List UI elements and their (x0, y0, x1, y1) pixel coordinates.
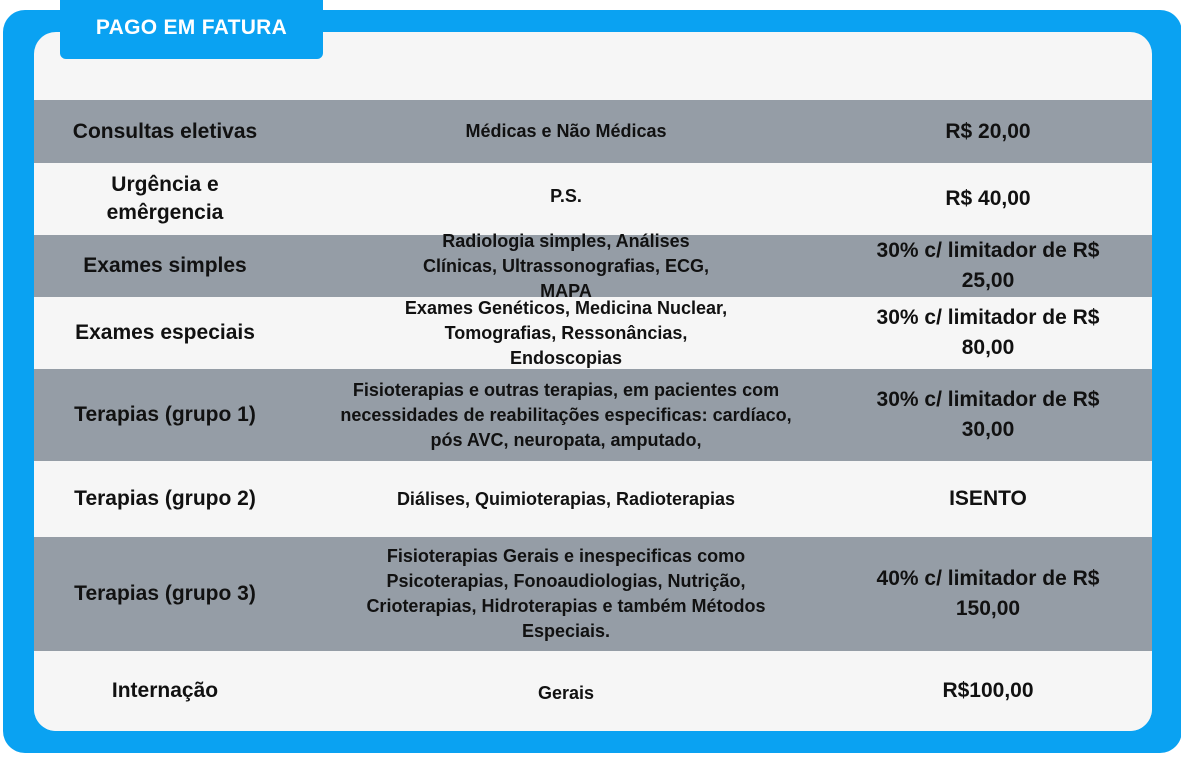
row-description: Gerais (537, 682, 595, 703)
row-description: Médicas e Não Médicas (465, 121, 667, 141)
table-row: Terapias (grupo 2) Diálises, Quimioterap… (34, 461, 1152, 537)
row-value: R$ 20,00 (945, 119, 1031, 143)
row-category: Urgência e emêrgencia (106, 173, 224, 224)
row-value: 30% c/ limitador de R$ 25,00 (876, 239, 1100, 292)
section-tag: PAGO EM FATURA (60, 0, 323, 59)
row-category: Exames simples (83, 254, 247, 277)
coverage-table: Consultas eletivas Médicas e Não Médicas… (34, 100, 1152, 731)
row-category: Exames especiais (75, 321, 255, 344)
table-row: Urgência e emêrgencia P.S. R$ 40,00 (34, 163, 1152, 235)
table-row: Terapias (grupo 3) Fisioterapias Gerais … (34, 537, 1152, 651)
row-category: Internação (111, 679, 219, 702)
row-value: 30% c/ limitador de R$ 80,00 (876, 306, 1100, 359)
row-description: P.S. (550, 185, 582, 206)
row-value: 30% c/ limitador de R$ 30,00 (876, 388, 1100, 441)
table-row: Internação Gerais R$100,00 (34, 651, 1152, 731)
row-value: 40% c/ limitador de R$ 150,00 (876, 567, 1100, 620)
row-category: Terapias (grupo 2) (74, 487, 256, 510)
row-value: R$ 40,00 (945, 187, 1031, 210)
row-category: Consultas eletivas (72, 119, 258, 143)
row-category: Terapias (grupo 1) (74, 403, 256, 426)
section-title: PAGO EM FATURA (95, 15, 288, 39)
row-description: Fisioterapias Gerais e inespecificas com… (366, 546, 766, 641)
coverage-panel: Consultas eletivas Médicas e Não Médicas… (34, 32, 1152, 731)
row-value: R$100,00 (942, 679, 1034, 702)
table-row: Exames especiais Exames Genéticos, Medic… (34, 297, 1152, 369)
table-row: Exames simples Radiologia simples, Análi… (34, 231, 1152, 301)
table-row: Terapias (grupo 1) Fisioterapias e outra… (34, 369, 1152, 461)
row-category: Terapias (grupo 3) (74, 582, 256, 605)
row-description: Exames Genéticos, Medicina Nuclear, Tomo… (404, 297, 728, 368)
row-value: ISENTO (949, 487, 1027, 510)
table-row: Consultas eletivas Médicas e Não Médicas… (34, 100, 1152, 163)
row-description: Diálises, Quimioterapias, Radioterapias (396, 488, 736, 509)
row-description: Fisioterapias e outras terapias, em paci… (340, 379, 792, 450)
row-description: Radiologia simples, Análises Clínicas, U… (422, 230, 710, 301)
